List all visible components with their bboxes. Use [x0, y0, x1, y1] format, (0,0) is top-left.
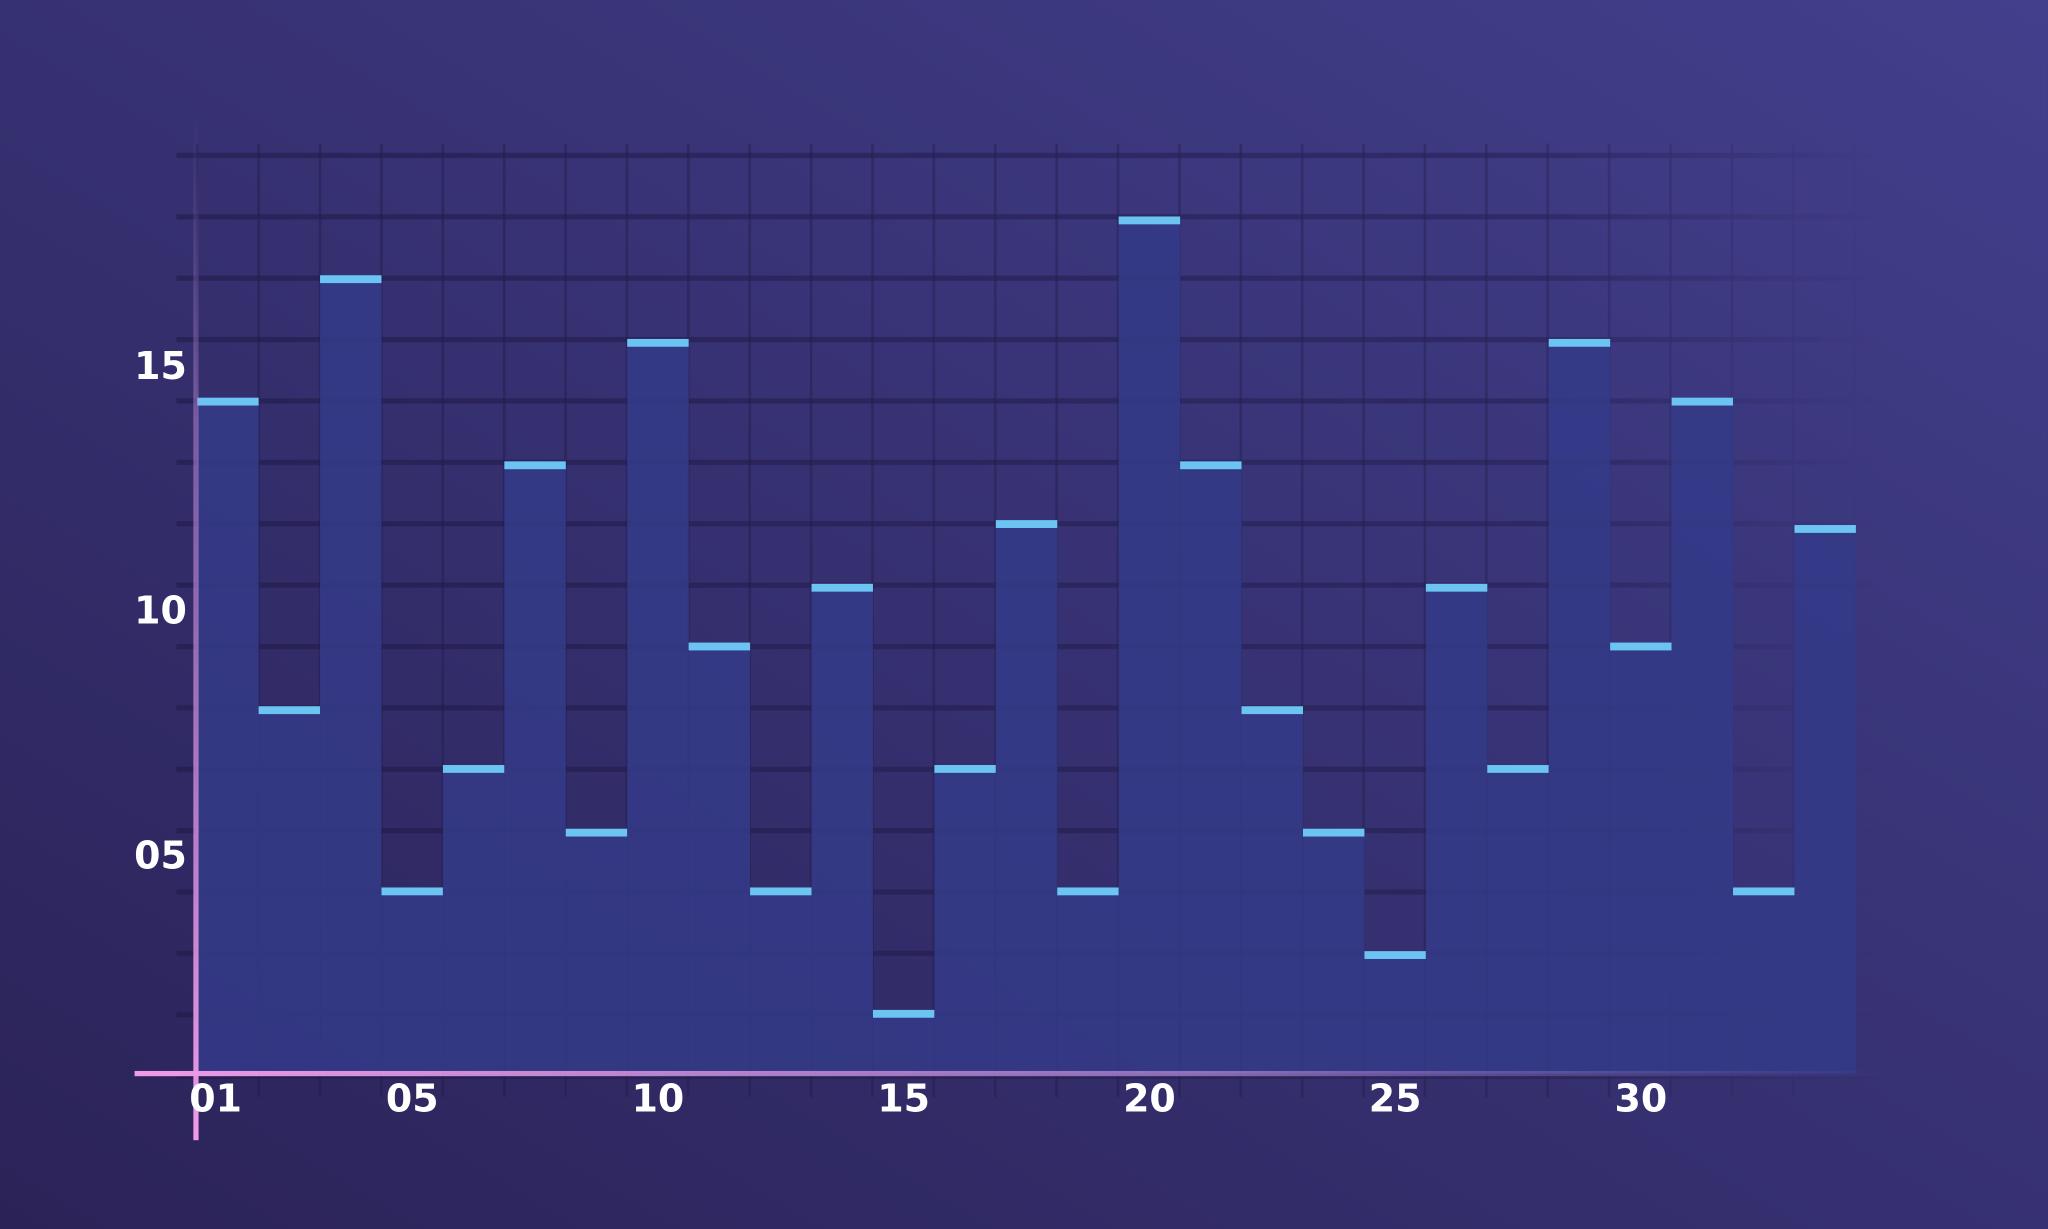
bar-cap [1180, 461, 1242, 470]
bar-shade [688, 642, 751, 1074]
bar-shade [258, 706, 321, 1074]
bar-cap [1302, 828, 1365, 837]
bar-shade [504, 461, 566, 1074]
bar-shade [1364, 951, 1426, 1074]
bar-cap [627, 338, 689, 347]
x-tick-label: 30 [1615, 1077, 1668, 1121]
y-tick-label: 15 [134, 344, 187, 388]
bar-cap [1425, 583, 1488, 592]
bar-cap [1733, 887, 1795, 896]
bars [197, 216, 1856, 1074]
bar-cap [504, 461, 566, 470]
x-tick-label: 10 [632, 1077, 685, 1121]
bar [381, 887, 443, 1074]
bar [1671, 397, 1734, 1074]
bar [1057, 887, 1119, 1074]
bar-shade [1118, 216, 1181, 1074]
bar-shade [1610, 642, 1672, 1074]
bar [258, 706, 321, 1074]
bar-shade [1733, 887, 1795, 1074]
bar-shade [1671, 397, 1734, 1074]
bar [750, 887, 812, 1074]
bar-cap [1610, 642, 1672, 651]
bar-shade [1302, 828, 1365, 1074]
bar-cap [811, 583, 873, 592]
bar [565, 828, 628, 1074]
bar [811, 583, 873, 1074]
bar-shade [1425, 583, 1488, 1074]
bar-cap [1057, 887, 1119, 896]
bar [1302, 828, 1365, 1074]
bar-cap [1487, 765, 1549, 773]
bar [1425, 583, 1488, 1074]
x-axis [134, 1070, 1898, 1077]
bar-cap [1364, 951, 1426, 959]
bar-cap [565, 828, 628, 837]
bar [872, 1009, 935, 1074]
bar-shade [565, 828, 628, 1074]
bar-shade [811, 583, 873, 1074]
bar-cap [258, 706, 321, 715]
bar-cap [1241, 706, 1303, 715]
x-tick-label: 05 [386, 1077, 439, 1121]
bar [504, 461, 566, 1074]
bar-shade [442, 765, 505, 1074]
bar [1487, 765, 1549, 1074]
bar [197, 397, 259, 1074]
bar [627, 338, 689, 1074]
bar-cap [1671, 397, 1734, 406]
bar [1733, 887, 1795, 1074]
bar-shade [872, 1009, 935, 1074]
bar-shade [320, 275, 382, 1074]
bar-cap [872, 1009, 935, 1018]
bar-shade [1180, 461, 1242, 1074]
bar-cap [1794, 525, 1856, 533]
bar [320, 275, 382, 1074]
bar [1180, 461, 1242, 1074]
bar-cap [688, 642, 751, 651]
bar-cap [934, 765, 996, 773]
bar [1548, 338, 1611, 1074]
bar-cap [995, 520, 1058, 528]
bar [1118, 216, 1181, 1074]
bar [1610, 642, 1672, 1074]
bar-shade [381, 887, 443, 1074]
bar-shade [1794, 525, 1856, 1074]
bar-cap [197, 397, 259, 406]
bar-shade [750, 887, 812, 1074]
x-tick-label: 01 [189, 1077, 242, 1121]
x-tick-label: 25 [1369, 1077, 1422, 1121]
bar-shade [1487, 765, 1549, 1074]
bar-cap [1548, 338, 1611, 347]
y-tick-label: 10 [134, 589, 187, 633]
bar [934, 765, 996, 1074]
x-tick-label: 15 [877, 1077, 930, 1121]
y-axis [193, 111, 199, 1141]
labels: 05 10 15 01 05 10 15 20 25 30 [134, 344, 1667, 1121]
bar-cap [1118, 216, 1181, 225]
bar-shade [995, 520, 1058, 1074]
bar-cap [381, 887, 443, 896]
bar-shade [1241, 706, 1303, 1074]
bar [442, 765, 505, 1074]
bar-cap [750, 887, 812, 896]
bar-shade [1548, 338, 1611, 1074]
bar-cap [320, 275, 382, 284]
bar-shade [197, 397, 259, 1074]
bar-shade [627, 338, 689, 1074]
bar-cap [442, 765, 505, 773]
bar-shade [934, 765, 996, 1074]
bar-shade [1057, 887, 1119, 1074]
bar [688, 642, 751, 1074]
y-tick-label: 05 [134, 834, 187, 878]
bar [1364, 951, 1426, 1074]
bar [1794, 525, 1856, 1074]
x-tick-label: 20 [1123, 1077, 1176, 1121]
bar [1241, 706, 1303, 1074]
bar [995, 520, 1058, 1074]
